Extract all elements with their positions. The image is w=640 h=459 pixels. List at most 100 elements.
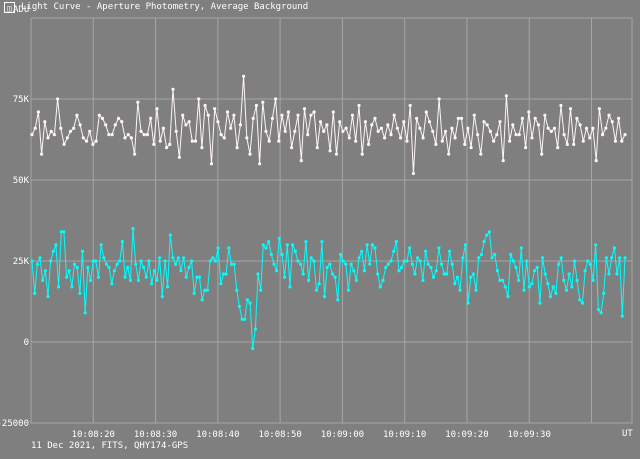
series-2-point — [211, 256, 215, 260]
series-1-point — [610, 120, 614, 124]
series-2-point — [296, 259, 300, 263]
series-2-point — [426, 262, 430, 266]
series-1-point — [315, 146, 319, 150]
series-2-point — [94, 259, 98, 263]
series-2-point — [224, 272, 228, 276]
series-2-point — [352, 269, 356, 273]
series-2-point — [293, 249, 297, 253]
series-1-point — [81, 136, 85, 140]
y-tick-label: 75K — [13, 95, 30, 105]
y-tick-label: -25000 — [0, 419, 29, 429]
series-1-point — [357, 103, 361, 108]
series-1-point — [139, 129, 143, 133]
series-2-point — [104, 262, 109, 266]
series-1-point — [424, 110, 428, 114]
x-axis-label: UT — [622, 429, 633, 439]
series-2-point — [179, 269, 183, 273]
series-2-point — [120, 240, 124, 244]
series-1-point — [209, 162, 214, 166]
series-2-point — [514, 265, 518, 270]
series-1-point — [46, 136, 50, 140]
series-1-point — [193, 139, 198, 143]
series-2-point — [541, 256, 545, 260]
series-1-point — [427, 120, 432, 124]
series-1-point — [113, 123, 117, 127]
series-2-point — [301, 272, 305, 276]
series-1-point — [219, 133, 223, 137]
chart-window-icon[interactable]: ◫ — [4, 2, 15, 13]
series-2-point — [466, 301, 470, 305]
x-axis: 10:08:20 10:08:30 10:08:40 10:08:50 10:09:00… — [72, 430, 551, 440]
series-2-point — [75, 265, 79, 270]
series-1-point — [84, 139, 89, 143]
series-1-point — [283, 129, 287, 133]
series-2-point — [43, 269, 47, 273]
series-1-point — [360, 152, 364, 156]
series-2-point — [506, 295, 510, 299]
series-1-point — [604, 126, 608, 130]
series-1-point — [52, 133, 57, 137]
series-2-point — [115, 262, 119, 266]
series-1-point — [100, 116, 105, 120]
series-2-point — [288, 285, 292, 289]
series-2-point — [394, 240, 398, 244]
series-2-point — [163, 259, 167, 263]
x-tick-label: 10:09:10 — [383, 430, 426, 440]
series-2-point — [453, 282, 457, 286]
series-1-point — [517, 133, 521, 137]
series-1-point — [203, 103, 207, 108]
series-2-point — [54, 243, 58, 247]
series-1-point — [527, 110, 531, 114]
series-2-point — [197, 275, 202, 279]
series-2-point — [336, 298, 340, 302]
series-2-point — [474, 288, 478, 292]
series-2-point — [253, 327, 257, 331]
series-2-point — [139, 259, 143, 263]
footer-info: 11 Dec 2021, FITS, QHY174-GPS — [31, 441, 189, 451]
series-1-point — [309, 113, 313, 117]
series-2-point — [583, 269, 587, 273]
series-2-point — [184, 275, 188, 279]
series-1-point — [145, 133, 149, 137]
series-2-point — [490, 256, 494, 260]
series-1-point — [254, 103, 258, 108]
series-1-point — [232, 113, 236, 117]
series-2-point — [251, 346, 255, 351]
series-1-point — [411, 171, 415, 176]
series-2-point — [437, 246, 441, 250]
series-1-point — [161, 126, 165, 130]
series-2-point — [482, 240, 486, 244]
series-2-point — [564, 288, 569, 292]
series-1-point — [312, 110, 316, 114]
plot-frame — [30, 17, 633, 424]
series-2-point — [174, 262, 178, 266]
series-2-point — [99, 243, 103, 247]
series-2-point — [479, 252, 483, 257]
series-1-point — [488, 129, 492, 133]
series-2-point — [256, 272, 260, 276]
series-1-point — [290, 146, 294, 150]
series-1-point — [389, 133, 393, 137]
series-1-point — [588, 136, 592, 140]
series-1-point — [65, 136, 69, 140]
series-2-point — [447, 249, 452, 253]
series-1-point — [421, 136, 425, 140]
series-1-point — [584, 126, 589, 130]
series-2-point — [548, 295, 553, 299]
y-tick-label: 50K — [13, 176, 30, 186]
series-2-point — [522, 288, 526, 292]
series-2-point — [445, 272, 449, 276]
series-2-point — [501, 278, 505, 282]
series-1-point — [434, 142, 438, 146]
series-1-point — [565, 142, 569, 146]
series-2-point — [623, 256, 627, 260]
series-2-point — [182, 256, 186, 260]
y-axis-label: ADU — [13, 5, 29, 15]
series-1-point — [280, 113, 284, 117]
series-2-point — [46, 295, 50, 299]
series-2-point — [588, 262, 593, 266]
series-2-point — [277, 236, 281, 240]
series-1-point — [607, 113, 611, 117]
series-1-point — [187, 120, 191, 124]
